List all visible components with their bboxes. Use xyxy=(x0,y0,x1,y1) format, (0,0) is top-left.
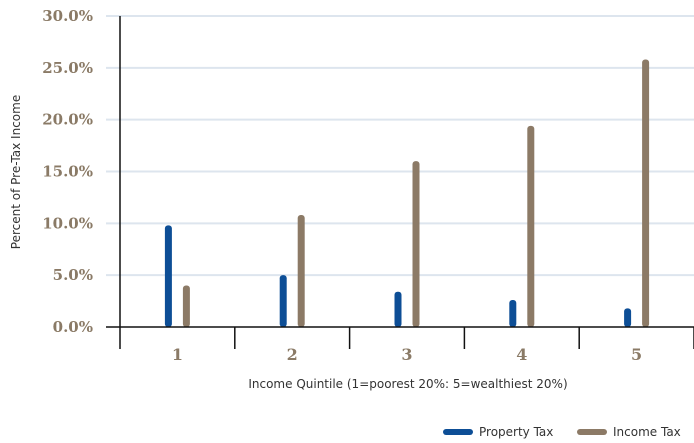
x-tick-label: 2 xyxy=(287,345,298,364)
bar-property-tax-q5 xyxy=(624,308,632,327)
bar-property-tax-q1 xyxy=(164,225,172,327)
x-tick-label: 1 xyxy=(172,345,183,364)
legend-label-property-tax: Property Tax xyxy=(479,425,553,439)
legend: Property Tax Income Tax xyxy=(443,425,681,439)
gridlines xyxy=(106,15,694,277)
y-tick-label: 10.0% xyxy=(42,214,93,232)
bar-income-tax-q2 xyxy=(297,215,305,327)
bar-property-tax-q3 xyxy=(394,291,402,327)
y-tick-label: 20.0% xyxy=(42,111,93,129)
y-tick-label: 30.0% xyxy=(42,7,93,25)
y-axis-label: Percent of Pre-Tax Income xyxy=(9,95,23,249)
x-axis: 1 2 3 4 5 xyxy=(106,16,694,364)
y-tick-label: 25.0% xyxy=(42,59,93,77)
bar-income-tax-q5 xyxy=(642,59,650,327)
x-tick-label: 3 xyxy=(401,345,412,364)
x-tick-label: 4 xyxy=(516,345,527,364)
x-axis-label: Income Quintile (1=poorest 20%: 5=wealth… xyxy=(248,377,567,391)
bar-income-tax-q4 xyxy=(527,125,535,328)
bars xyxy=(164,59,650,328)
bar-income-tax-q3 xyxy=(412,161,420,327)
y-tick-label: 15.0% xyxy=(42,163,93,181)
x-tick-label: 5 xyxy=(631,345,642,364)
y-tick-label: 0.0% xyxy=(53,318,93,336)
bar-property-tax-q4 xyxy=(509,300,517,327)
bar-income-tax-q1 xyxy=(182,285,190,327)
bar-property-tax-q2 xyxy=(279,275,287,327)
legend-label-income-tax: Income Tax xyxy=(613,425,681,439)
y-tick-labels: 0.0% 5.0% 10.0% 15.0% 20.0% 25.0% 30.0% xyxy=(42,7,93,336)
y-tick-label: 5.0% xyxy=(53,266,93,284)
